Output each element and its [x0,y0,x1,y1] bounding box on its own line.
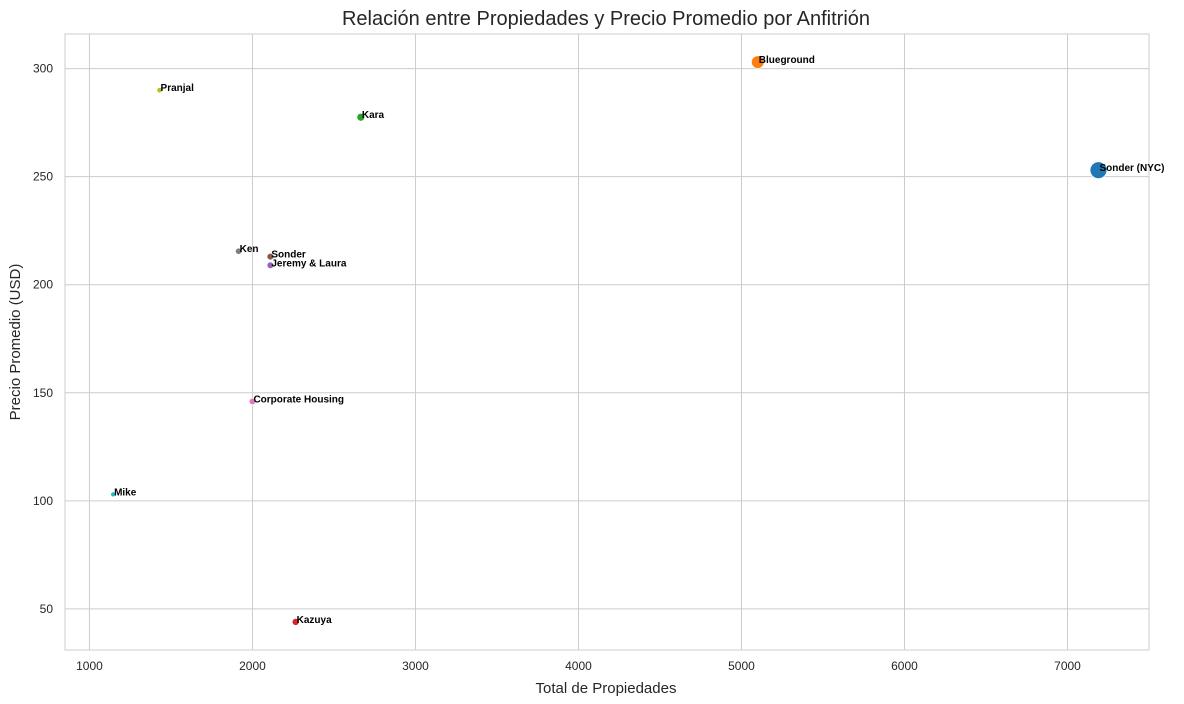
y-tick-label: 250 [33,170,53,184]
y-tick-label: 300 [33,62,53,76]
data-point [291,617,300,626]
data-point [110,491,116,498]
point-label: Ken [240,244,259,255]
data-point [266,252,275,261]
data-point [156,87,163,94]
data-point [248,397,257,406]
x-tick-label: 4000 [565,659,592,673]
grid-layer [65,34,1149,650]
point-label: Sonder (NYC) [1099,163,1164,174]
y-axis-label: Precio Promedio (USD) [7,264,24,421]
data-point [266,261,275,270]
x-tick-labels: 1000 2000 3000 4000 5000 6000 7000 [76,659,1081,673]
plot-frame [64,33,1150,651]
x-tick-label: 7000 [1054,659,1081,673]
x-tick-label: 6000 [891,659,918,673]
point-label: Corporate Housing [253,394,344,405]
y-tick-label: 100 [33,494,53,508]
x-tick-label: 5000 [728,659,755,673]
x-axis-label: Total de Propiedades [536,680,677,697]
point-label: Sonder [271,250,306,261]
point-label: Blueground [759,55,815,66]
y-tick-label: 50 [40,602,54,616]
point-label: Kara [362,110,385,121]
x-tick-label: 1000 [76,659,103,673]
chart-title: Relación entre Propiedades y Precio Prom… [342,8,870,30]
data-point [234,247,243,255]
point-label: Jeremy & Laura [271,258,346,269]
data-points [110,55,1108,626]
data-point [1089,161,1108,180]
y-tick-labels: 50 100 150 200 250 300 [33,62,53,616]
y-tick-label: 200 [33,278,53,292]
point-label: Mike [114,487,137,498]
y-tick-label: 150 [33,386,53,400]
point-label: Pranjal [161,83,195,94]
data-point [356,112,366,122]
x-tick-label: 3000 [402,659,429,673]
data-point [750,55,765,69]
point-label: Kazuya [297,615,332,626]
x-tick-label: 2000 [239,659,266,673]
point-labels: Sonder (NYC) Blueground Kara Kazuya Jeremy &… [114,55,1164,626]
